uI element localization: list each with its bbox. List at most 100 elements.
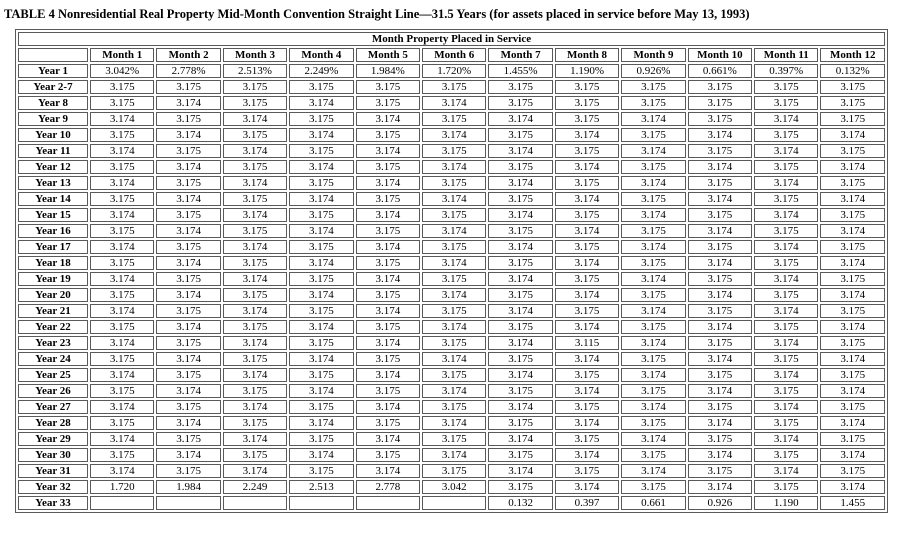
value-cell: 3.175 — [621, 416, 686, 430]
table-row: Year 22 3.175 3.174 3.175 3.174 3.175 3.174 3.1… — [18, 320, 885, 334]
value-cell: 3.174 — [422, 160, 487, 174]
year-label-cell: Year 26 — [18, 384, 88, 398]
value-cell: 3.174 — [754, 144, 819, 158]
value-cell: 3.175 — [422, 240, 487, 254]
value-cell: 3.175 — [754, 416, 819, 430]
value-cell: 3.175 — [820, 144, 885, 158]
value-cell: 3.175 — [355, 416, 421, 430]
value-cell: 1.190 — [754, 496, 819, 510]
value-cell: 3.174 — [222, 464, 288, 478]
year-label-cell: Year 33 — [18, 496, 88, 510]
value-cell: 3.175 — [90, 352, 155, 366]
value-cell: 3.175 — [156, 80, 221, 94]
span-header-cell: Month Property Placed in Service — [18, 32, 885, 46]
value-cell: 3.175 — [222, 80, 288, 94]
value-cell: 3.174 — [488, 368, 553, 382]
value-cell: 3.175 — [820, 112, 885, 126]
value-cell: 3.175 — [621, 192, 686, 206]
value-cell — [422, 496, 487, 510]
value-cell: 3.175 — [754, 256, 819, 270]
value-cell: 0.397% — [754, 64, 819, 78]
value-cell: 3.175 — [156, 304, 221, 318]
value-cell: 3.174 — [554, 256, 620, 270]
value-cell: 3.174 — [687, 384, 753, 398]
value-cell: 3.174 — [820, 192, 885, 206]
value-cell: 3.174 — [355, 240, 421, 254]
value-cell: 3.175 — [820, 176, 885, 190]
value-cell: 3.174 — [222, 368, 288, 382]
value-cell: 3.175 — [289, 80, 354, 94]
value-cell: 3.174 — [554, 160, 620, 174]
value-cell: 3.175 — [156, 144, 221, 158]
value-cell: 3.175 — [754, 384, 819, 398]
table-row: Year 33 0.132 0.397 0.661 0.926 1.190 1.455 — [18, 496, 885, 510]
value-cell: 3.174 — [90, 464, 155, 478]
month-header-cell: Month 6 — [422, 48, 487, 62]
value-cell: 3.175 — [754, 352, 819, 366]
month-header-cell: Month 7 — [488, 48, 553, 62]
value-cell: 3.175 — [687, 96, 753, 110]
value-cell: 2.513 — [289, 480, 354, 494]
value-cell: 3.174 — [554, 448, 620, 462]
value-cell: 3.174 — [754, 368, 819, 382]
value-cell: 3.175 — [820, 336, 885, 350]
value-cell: 3.174 — [820, 480, 885, 494]
table-row: Year 10 3.175 3.174 3.175 3.174 3.175 3.174 3.1… — [18, 128, 885, 142]
value-cell: 3.174 — [687, 128, 753, 142]
value-cell — [222, 496, 288, 510]
value-cell: 3.174 — [687, 192, 753, 206]
value-cell: 0.926 — [687, 496, 753, 510]
value-cell: 3.175 — [90, 288, 155, 302]
year-label-cell: Year 17 — [18, 240, 88, 254]
value-cell: 3.174 — [554, 480, 620, 494]
value-cell: 3.175 — [222, 320, 288, 334]
value-cell: 3.175 — [621, 128, 686, 142]
value-cell: 3.175 — [355, 256, 421, 270]
value-cell: 1.720 — [90, 480, 155, 494]
value-cell: 3.175 — [820, 432, 885, 446]
value-cell: 3.175 — [820, 272, 885, 286]
value-cell: 3.174 — [355, 272, 421, 286]
month-header-cell: Month 11 — [754, 48, 819, 62]
value-cell: 3.175 — [422, 208, 487, 222]
value-cell: 3.174 — [90, 336, 155, 350]
year-label-cell: Year 13 — [18, 176, 88, 190]
value-cell: 3.175 — [289, 144, 354, 158]
value-cell: 3.174 — [422, 192, 487, 206]
value-cell: 3.174 — [820, 128, 885, 142]
value-cell: 2.249% — [289, 64, 354, 78]
table-row: Year 2-7 3.175 3.175 3.175 3.175 3.175 3.175 3.… — [18, 80, 885, 94]
value-cell: 3.174 — [554, 128, 620, 142]
year-label-cell: Year 15 — [18, 208, 88, 222]
value-cell: 3.174 — [90, 208, 155, 222]
value-cell: 3.174 — [621, 368, 686, 382]
value-cell: 3.175 — [90, 320, 155, 334]
value-cell: 3.175 — [156, 272, 221, 286]
value-cell: 3.175 — [355, 96, 421, 110]
value-cell: 3.174 — [554, 288, 620, 302]
value-cell: 3.175 — [687, 112, 753, 126]
value-cell: 3.175 — [222, 416, 288, 430]
year-label-cell: Year 14 — [18, 192, 88, 206]
value-cell: 3.175 — [355, 160, 421, 174]
value-cell: 3.175 — [820, 80, 885, 94]
value-cell: 3.174 — [422, 320, 487, 334]
value-cell: 3.175 — [355, 128, 421, 142]
value-cell: 3.174 — [422, 352, 487, 366]
value-cell: 3.174 — [422, 96, 487, 110]
value-cell: 0.397 — [554, 496, 620, 510]
table-row: Year 28 3.175 3.174 3.175 3.174 3.175 3.174 3.1… — [18, 416, 885, 430]
month-header-cell: Month 4 — [289, 48, 354, 62]
value-cell: 3.175 — [156, 464, 221, 478]
value-cell: 3.175 — [820, 400, 885, 414]
value-cell: 3.174 — [289, 160, 354, 174]
value-cell: 3.174 — [355, 144, 421, 158]
value-cell: 3.174 — [488, 240, 553, 254]
value-cell: 3.175 — [820, 240, 885, 254]
value-cell: 3.175 — [289, 272, 354, 286]
value-cell: 3.174 — [687, 480, 753, 494]
value-cell: 3.174 — [355, 400, 421, 414]
value-cell: 3.174 — [488, 208, 553, 222]
year-label-cell: Year 1 — [18, 64, 88, 78]
